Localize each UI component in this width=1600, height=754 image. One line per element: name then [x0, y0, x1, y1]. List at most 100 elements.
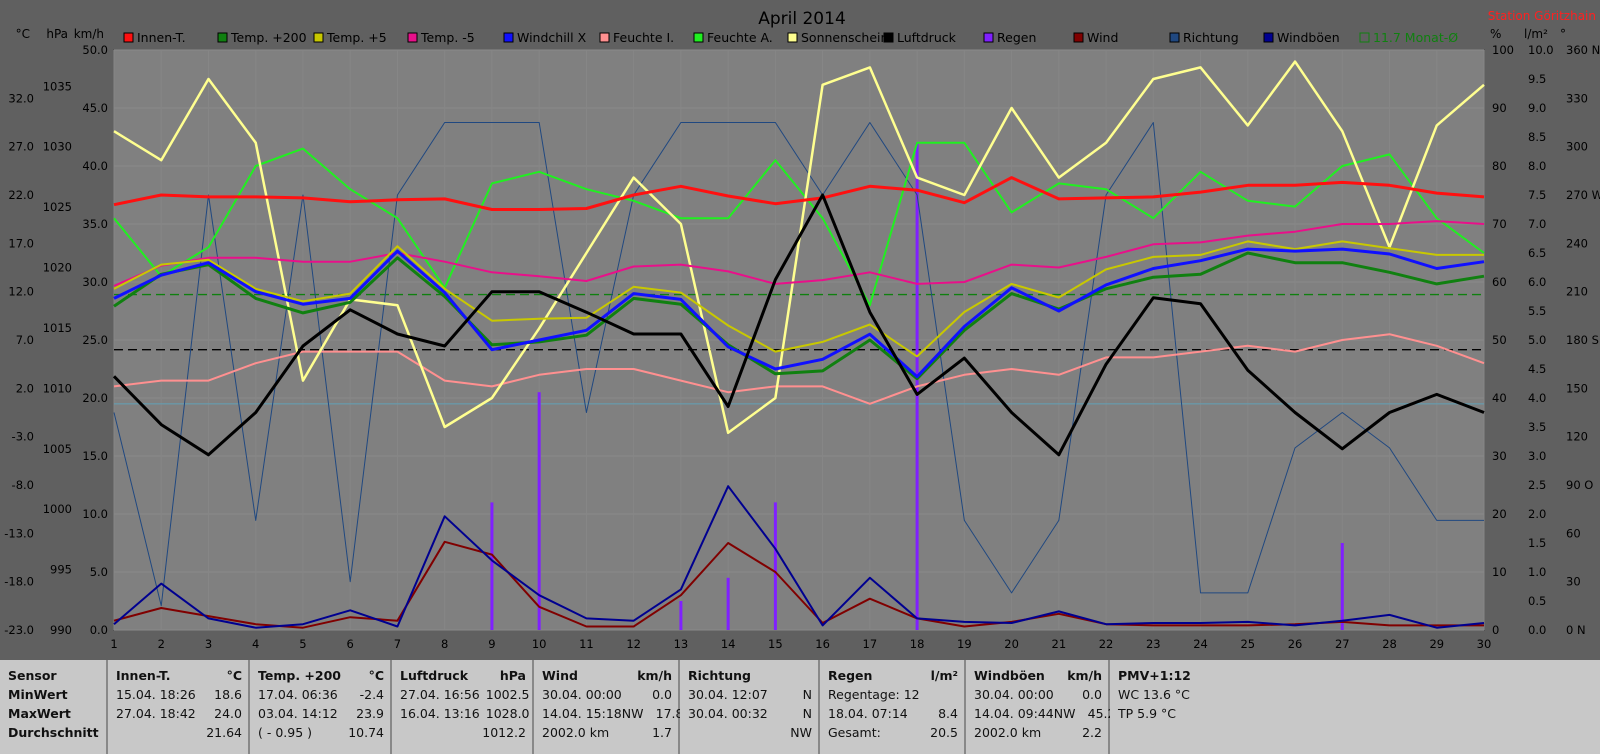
rain-bar	[537, 392, 541, 630]
deg-tick-label: 360 N	[1566, 43, 1600, 57]
stats-panel: Windböen km/h 30.04. 00:00 0.0 14.04. 09:44 N…	[966, 660, 1115, 754]
legend-swatch	[693, 32, 704, 43]
stats-cell	[609, 725, 638, 744]
x-tick-label: 10	[532, 637, 547, 651]
x-tick-label: 12	[626, 637, 641, 651]
deg-tick-label: 120	[1566, 430, 1588, 444]
x-tick-label: 29	[1429, 637, 1444, 651]
stats-panel-header: Luftdruck hPa	[400, 668, 526, 687]
stats-cell: N	[802, 687, 812, 702]
deg-tick-label: 330	[1566, 91, 1588, 105]
stats-cell: 0.0	[1082, 687, 1102, 702]
series-line-temp-200	[113, 251, 1485, 381]
x-tick-label: 15	[768, 637, 783, 651]
stats-cell	[1054, 687, 1068, 706]
stats-panel-title: Sensor	[8, 668, 57, 683]
stats-panel-unit: km/h	[1067, 668, 1102, 683]
legend-swatch	[787, 32, 798, 43]
rain-tick-label: 8.0	[1528, 159, 1546, 173]
stats-cell: 1002.5	[485, 687, 530, 702]
stats-panel-header: Wind km/h	[542, 668, 672, 687]
weather-chart: April 2014 Station Göritzhain 32.027.022…	[4, 9, 1600, 651]
stats-panel-row: 21.64	[116, 725, 242, 744]
stats-cell: 2.2	[1082, 725, 1102, 740]
stats-cell	[196, 687, 208, 706]
stats-cell: NW	[1053, 706, 1076, 721]
stats-panel-title: Richtung	[688, 668, 751, 683]
stats-panel-row: MinWert	[8, 687, 100, 706]
legend-label: Windböen	[1277, 30, 1340, 45]
x-tick-label: 28	[1382, 637, 1397, 651]
legend-label: 11.7 Monat-Ø	[1373, 30, 1458, 45]
x-tick-label: 8	[441, 637, 448, 651]
deg-tick-label: 30	[1566, 575, 1581, 589]
x-tick-label: 2	[158, 637, 165, 651]
stats-panel: Regen l/m² Regentage: 12 18.04. 07:14 8.4 Ges…	[820, 660, 966, 754]
legend-swatch	[407, 32, 418, 43]
stats-cell	[768, 687, 778, 706]
stats-cell: 18.04. 07:14	[828, 706, 908, 721]
stats-panel-row: MaxWert	[8, 706, 100, 725]
deg-tick-label: 60	[1566, 526, 1581, 540]
stats-cell	[400, 725, 482, 744]
pct-tick-label: 20	[1492, 507, 1507, 521]
axis-unit-label: °C	[16, 27, 30, 41]
stats-cell: 0.0	[652, 687, 672, 702]
stats-panel-header: Richtung	[688, 668, 812, 687]
stats-cell: 1.7	[652, 725, 672, 740]
legend-swatch	[1073, 32, 1084, 43]
temp-tick-label: 27.0	[8, 140, 34, 154]
legend-label: Temp. +200	[230, 30, 307, 45]
series-line-innen-t-	[113, 176, 1485, 211]
temp-tick-label: -13.0	[4, 526, 34, 540]
legend-label: Richtung	[1183, 30, 1239, 45]
legend-label: Feuchte I.	[613, 30, 674, 45]
stats-panel-header: PMV+1:12	[1118, 668, 1598, 687]
series-line-feuchte-i-	[113, 333, 1485, 405]
stats-cell	[196, 706, 208, 725]
stats-panel-row: Durchschnitt	[8, 725, 100, 744]
stats-panel-unit: °C	[226, 668, 242, 683]
pct-tick-label: 80	[1492, 159, 1507, 173]
stats-panel-row: 14.04. 15:18 NW 17.8	[542, 706, 683, 725]
stats-panel-title: Temp. +200	[258, 668, 341, 683]
legend-label: Innen-T.	[137, 30, 186, 45]
rain-bar	[726, 577, 730, 630]
stats-panel-header: Regen l/m²	[828, 668, 958, 687]
rain-tick-label: 9.5	[1528, 72, 1546, 86]
x-tick-label: 13	[674, 637, 689, 651]
stats-panel-row: Regentage: 12	[828, 687, 958, 706]
x-tick-label: 17	[863, 637, 878, 651]
stats-cell: 15.04. 18:26	[116, 687, 196, 702]
stats-panel-title: PMV+1:12	[1118, 668, 1191, 683]
deg-tick-label: 150	[1566, 381, 1588, 395]
legend-swatch	[313, 32, 324, 43]
stats-panel-header: Temp. +200 °C	[258, 668, 384, 687]
stats-panel-row: 15.04. 18:26 18.6	[116, 687, 242, 706]
legend-label: Regen	[997, 30, 1036, 45]
axis-unit-label: l/m²	[1524, 27, 1548, 41]
rain-tick-label: 9.0	[1528, 101, 1546, 115]
stats-cell	[881, 725, 924, 744]
legend-swatch	[123, 32, 134, 43]
stats-cell: 1012.2	[482, 725, 526, 740]
stats-cell: 8.4	[938, 706, 958, 721]
stats-cell	[1041, 725, 1068, 744]
rain-tick-label: 3.0	[1528, 449, 1546, 463]
x-tick-label: 18	[910, 637, 925, 651]
stats-cell: 2002.0 km	[542, 725, 610, 740]
stats-cell	[1190, 687, 1564, 706]
pct-tick-label: 30	[1492, 449, 1507, 463]
series-line-luftdruck	[112, 193, 1485, 457]
hpa-tick-label: 1015	[43, 321, 72, 335]
hpa-tick-label: 1005	[43, 442, 72, 456]
x-tick-label: 4	[252, 637, 259, 651]
stats-panel-header: Sensor	[8, 668, 100, 687]
stats-cell: 30.04. 12:07	[688, 687, 768, 702]
stats-panel: Luftdruck hPa 27.04. 16:56 1002.5 16.04. 13:…	[392, 660, 534, 754]
axis-unit-label: %	[1490, 27, 1501, 41]
stats-panel-row: 18.04. 07:14 8.4	[828, 706, 958, 725]
kmh-tick-label: 35.0	[82, 217, 108, 231]
hpa-tick-label: 1030	[43, 140, 72, 154]
pct-tick-label: 50	[1492, 333, 1507, 347]
